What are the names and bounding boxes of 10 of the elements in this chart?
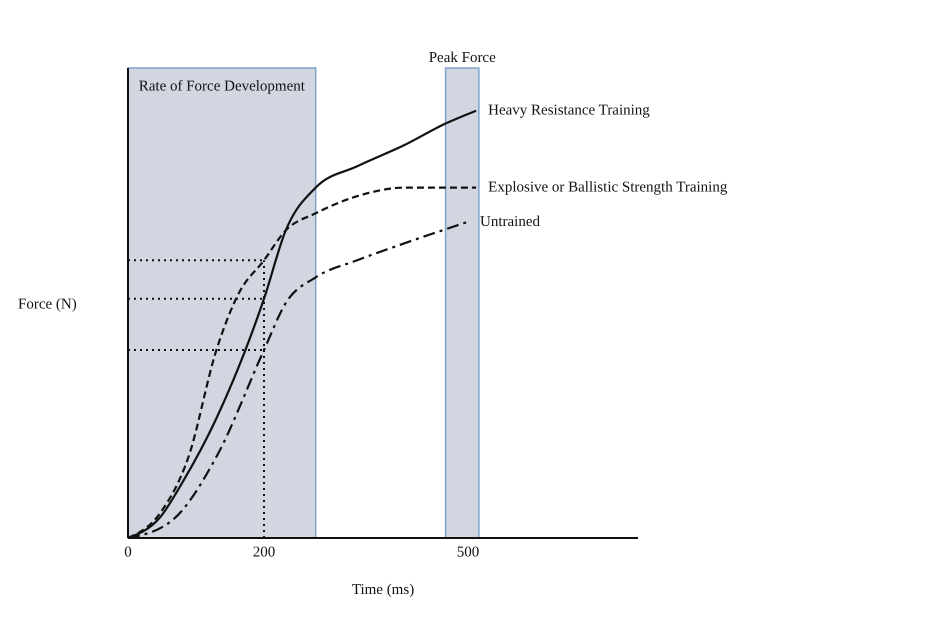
band-label: Rate of Force Development — [138, 78, 306, 95]
series-label: Untrained — [480, 214, 540, 230]
series-label: Heavy Resistance Training — [488, 102, 650, 119]
x-tick-label: 500 — [456, 544, 480, 561]
x-tick-label: 200 — [252, 544, 276, 561]
y-axis-title: Force (N) — [18, 296, 77, 312]
band-label: Peak Force — [428, 50, 496, 66]
series-label: Explosive or Ballistic Strength Training — [488, 180, 728, 196]
x-axis-title: Time (ms) — [352, 582, 414, 598]
x-tick-label: 0 — [124, 544, 132, 561]
